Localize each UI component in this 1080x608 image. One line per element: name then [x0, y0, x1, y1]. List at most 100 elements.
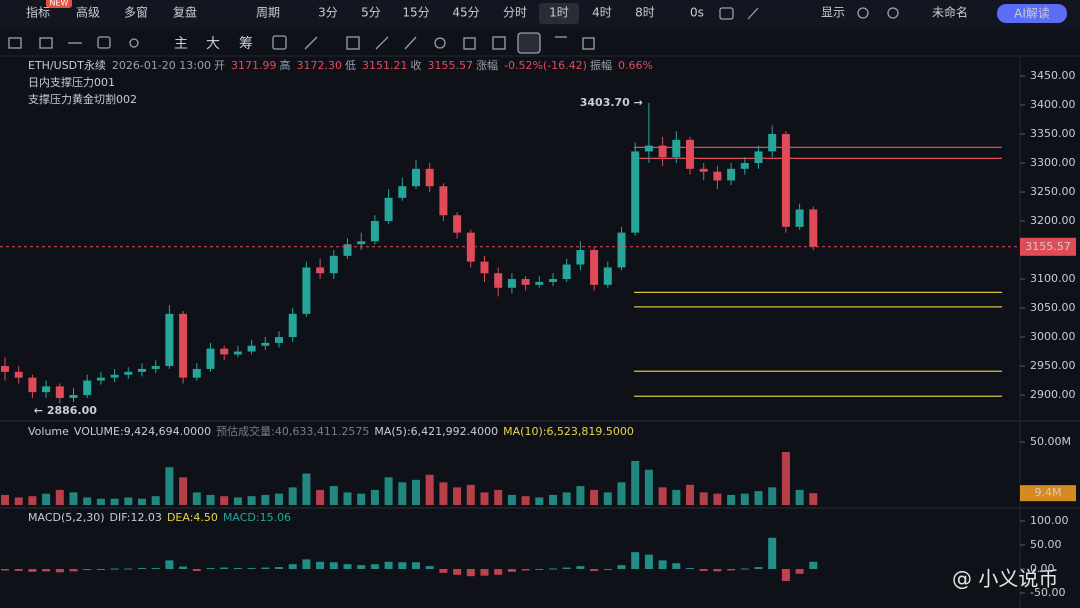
volume-bar — [28, 496, 37, 505]
ohlc-part: 高 — [280, 58, 291, 72]
macd-header-part: DIF:12.03 — [110, 511, 162, 524]
candle-body — [233, 351, 242, 355]
volume-bar — [809, 493, 818, 505]
candle-body — [795, 209, 804, 227]
macd-bar — [1, 568, 9, 571]
icon[interactable] — [97, 36, 111, 49]
toolbar-item[interactable]: 显示 — [821, 6, 845, 20]
toolbar-item[interactable]: 未命名 — [932, 5, 968, 20]
candle-body — [398, 186, 407, 198]
macd-bar — [412, 562, 420, 569]
icon[interactable] — [492, 36, 506, 50]
macd-bar — [96, 568, 105, 570]
icon[interactable] — [463, 37, 476, 50]
macd-bar — [795, 568, 804, 574]
icon[interactable] — [272, 35, 287, 50]
tool-button[interactable]: 主 — [174, 36, 188, 52]
icon[interactable] — [346, 36, 360, 50]
macd-bar — [398, 562, 407, 569]
volume-bar — [521, 496, 530, 505]
period-button[interactable]: 1时 — [549, 6, 569, 20]
y-tick-label: 50.00 — [1030, 538, 1062, 551]
toolbar-item[interactable]: 复盘 — [173, 5, 197, 20]
candle-body — [480, 261, 489, 274]
candle-body — [631, 151, 640, 233]
candle-body — [206, 348, 215, 369]
candle-body — [713, 171, 722, 181]
macd-bar — [658, 560, 667, 569]
y-tick-label: 3050.00 — [1030, 301, 1076, 314]
icon[interactable] — [582, 37, 595, 50]
candle-body — [754, 151, 763, 164]
tool-button[interactable]: 大 — [206, 36, 220, 52]
volume-bar — [55, 489, 64, 505]
period-button[interactable]: 45分 — [452, 6, 479, 20]
macd-bar — [55, 568, 64, 573]
volume-bar — [672, 489, 681, 505]
candle-body — [384, 197, 393, 222]
y-tick-label: 3450.00 — [1030, 69, 1076, 82]
volume-bar — [466, 484, 475, 505]
volume-bar — [425, 474, 434, 505]
toolbar-icons — [8, 7, 899, 54]
ohlc-part: 3172.30 — [297, 59, 343, 72]
ohlc-part: 3155.57 — [428, 59, 474, 72]
period-button[interactable]: 3分 — [318, 6, 338, 20]
candle-body — [357, 241, 366, 245]
volume-header-part: VOLUME:9,424,694.0000 — [74, 425, 211, 438]
y-tick-label: 3400.00 — [1030, 98, 1076, 111]
macd-bar — [549, 568, 557, 570]
volume-bar — [110, 498, 119, 505]
icon[interactable] — [719, 7, 734, 20]
last-price-box — [1020, 237, 1076, 256]
icon[interactable] — [375, 36, 389, 50]
volume-bar — [713, 493, 722, 505]
y-tick-label: 0.00 — [1030, 562, 1055, 575]
icon[interactable] — [129, 38, 139, 48]
toolbar-item[interactable]: 指标 — [26, 5, 50, 20]
ai-button[interactable] — [997, 4, 1067, 23]
toolbar-item[interactable]: 周期 — [256, 6, 280, 20]
period-button[interactable]: 8时 — [635, 6, 655, 20]
volume-bar — [275, 493, 283, 505]
ohlc-part: 0.66% — [618, 59, 653, 72]
macd-bar — [261, 567, 270, 569]
period-button[interactable]: 15分 — [402, 6, 429, 20]
icon[interactable] — [887, 7, 899, 19]
tool-button[interactable]: 筹 — [239, 35, 253, 52]
period-button[interactable]: 分时 — [503, 6, 527, 20]
macd-bar — [754, 567, 763, 569]
macd-bar — [768, 537, 777, 569]
candle-body — [603, 267, 612, 285]
ai-button-label[interactable]: AI解读 — [1014, 7, 1050, 21]
y-tick-label: 3200.00 — [1030, 214, 1076, 227]
macd-bar — [672, 563, 681, 569]
icon[interactable] — [857, 7, 869, 19]
icon[interactable] — [304, 36, 318, 50]
volume-bar — [658, 487, 667, 505]
macd-bar — [179, 566, 188, 569]
period-button[interactable]: 4时 — [592, 6, 612, 20]
macd-bar — [631, 552, 640, 569]
icon[interactable] — [517, 32, 541, 54]
period-button[interactable]: 0s — [690, 6, 704, 20]
ohlc-part: 振幅 — [590, 58, 612, 72]
icon[interactable] — [404, 36, 417, 50]
volume-bar — [151, 496, 160, 505]
icon[interactable] — [434, 37, 446, 49]
period-button[interactable]: 5分 — [361, 6, 381, 20]
icon[interactable] — [747, 7, 759, 20]
toolbar-item[interactable]: 多窗 — [124, 6, 148, 20]
macd-bar — [466, 568, 475, 577]
candle-body — [69, 395, 78, 398]
icon[interactable] — [8, 37, 22, 49]
icon[interactable] — [39, 37, 53, 49]
toolbar-item[interactable]: 高级 — [76, 5, 100, 20]
macd-bar — [206, 568, 215, 570]
volume-bar — [138, 498, 146, 505]
candle-body — [535, 281, 544, 285]
volume-current-box — [1020, 485, 1076, 502]
candle-body — [151, 366, 160, 369]
volume-bar — [261, 494, 270, 505]
macd-bar — [535, 568, 544, 570]
